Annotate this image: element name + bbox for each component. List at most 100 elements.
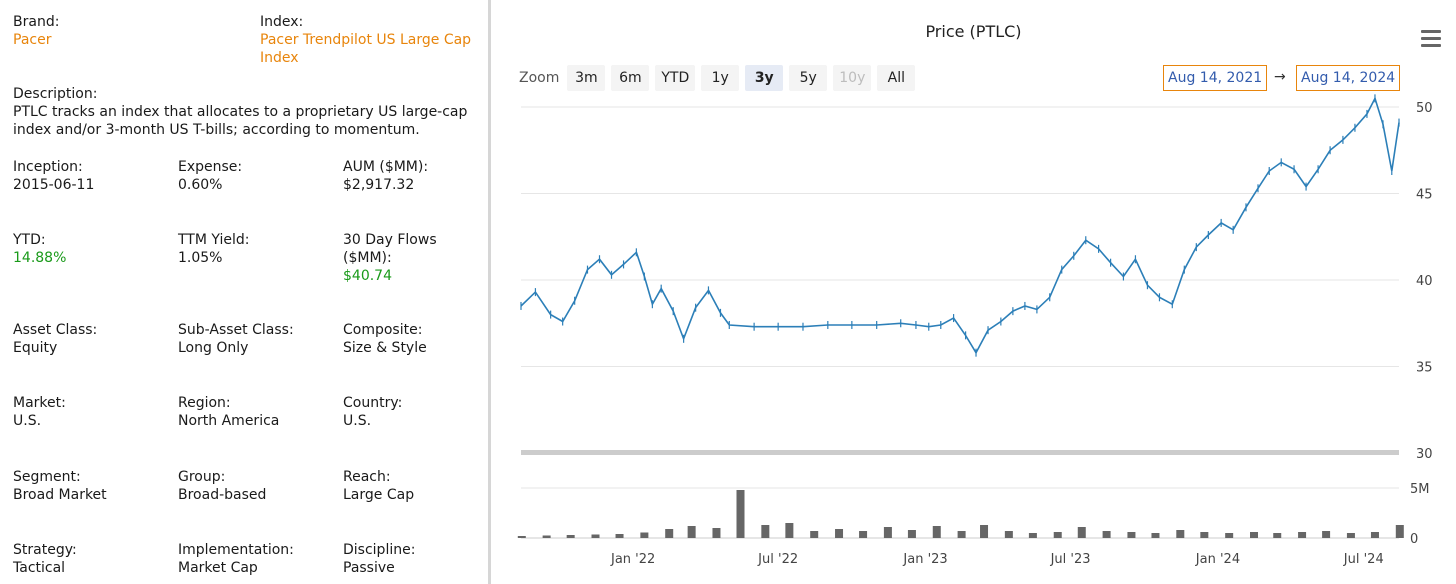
volume-bar (1200, 532, 1209, 538)
country-value: U.S. (343, 413, 372, 429)
index-field: Index: Pacer Trendpilot US Large Cap Ind… (260, 13, 471, 67)
zoom-3y-button[interactable]: 3y (745, 65, 784, 91)
volume-bar (517, 536, 526, 538)
group-value: Broad-based (178, 487, 267, 503)
segment-label: Segment: (13, 469, 81, 485)
volume-bar (1370, 532, 1379, 538)
x-tick-label: Jul '23 (1050, 552, 1091, 567)
discipline-label: Discipline: (343, 542, 416, 558)
strategy-field: Strategy: Tactical (13, 541, 77, 577)
reach-label: Reach: (343, 469, 391, 485)
brand-value[interactable]: Pacer (13, 32, 52, 48)
market-value: U.S. (13, 413, 42, 429)
date-range-arrow: → (1274, 69, 1286, 85)
market-field: Market: U.S. (13, 394, 66, 430)
volume-bar (1298, 532, 1307, 538)
sub-asset-class-field: Sub-Asset Class: Long Only (178, 321, 294, 357)
inception-label: Inception: (13, 159, 83, 175)
sub-asset-class-value: Long Only (178, 340, 249, 356)
inception-field: Inception: 2015-06-11 (13, 158, 94, 194)
asset-class-field: Asset Class: Equity (13, 321, 97, 357)
flows-label-line2: ($MM): (343, 250, 392, 266)
aum-value: $2,917.32 (343, 177, 415, 193)
from-date-input[interactable]: Aug 14, 2021 (1163, 65, 1268, 91)
panel-divider (488, 0, 491, 584)
brand-field: Brand: Pacer (13, 13, 59, 49)
group-field: Group: Broad-based (178, 468, 266, 504)
volume-bar (712, 528, 721, 538)
x-tick-label: Jan '23 (902, 552, 947, 567)
x-tick-label: Jan '22 (610, 552, 655, 567)
to-date-input[interactable]: Aug 14, 2024 (1296, 65, 1401, 91)
aum-field: AUM ($MM): $2,917.32 (343, 158, 428, 194)
composite-field: Composite: Size & Style (343, 321, 427, 357)
composite-label: Composite: (343, 322, 423, 338)
segment-field: Segment: Broad Market (13, 468, 107, 504)
inception-value: 2015-06-11 (13, 177, 95, 193)
x-tick-label: Jan '24 (1195, 552, 1240, 567)
volume-bar (1151, 533, 1160, 538)
volume-bar (883, 527, 892, 538)
zoom-ytd-button[interactable]: YTD (655, 65, 696, 91)
price-tick-label: 30 (1416, 447, 1433, 462)
volume-bar (1053, 532, 1062, 538)
reach-field: Reach: Large Cap (343, 468, 414, 504)
index-value-line2[interactable]: Index (260, 50, 299, 66)
volume-bar (859, 531, 868, 538)
description-field: Description: PTLC tracks an index that a… (13, 85, 467, 139)
zoom-6m-button[interactable]: 6m (611, 65, 650, 91)
zoom-3m-button[interactable]: 3m (567, 65, 606, 91)
country-field: Country: U.S. (343, 394, 402, 430)
flows-value: $40.74 (343, 268, 392, 284)
reach-value: Large Cap (343, 487, 415, 503)
aum-label: AUM ($MM): (343, 159, 429, 175)
region-field: Region: North America (178, 394, 279, 430)
country-label: Country: (343, 395, 403, 411)
x-tick-label: Jul '24 (1343, 552, 1384, 567)
volume-bar (835, 529, 844, 538)
ttm-yield-label: TTM Yield: (178, 232, 250, 248)
volume-bar (640, 532, 649, 538)
description-line2: index and/or 3-month US T-bills; accordi… (13, 122, 420, 138)
ytd-label: YTD: (13, 232, 46, 248)
strategy-value: Tactical (13, 560, 66, 576)
sub-asset-class-label: Sub-Asset Class: (178, 322, 294, 338)
volume-tick-label: 5M (1410, 482, 1430, 497)
ytd-value: 14.88% (13, 250, 67, 266)
volume-bar (1273, 533, 1282, 538)
region-label: Region: (178, 395, 231, 411)
fund-info-panel: Brand: Pacer Index: Pacer Trendpilot US … (0, 0, 488, 584)
zoom-1y-button[interactable]: 1y (701, 65, 740, 91)
expense-field: Expense: 0.60% (178, 158, 242, 194)
flows-field: 30 Day Flows ($MM): $40.74 (343, 231, 437, 285)
x-tick-label: Jul '22 (757, 552, 798, 567)
volume-bar (957, 531, 966, 538)
volume-bar (1346, 533, 1355, 538)
price-line (520, 96, 1400, 355)
zoom-all-button[interactable]: All (877, 65, 916, 91)
zoom-label: Zoom (519, 70, 560, 86)
asset-class-value: Equity (13, 340, 58, 356)
ytd-field: YTD: 14.88% (13, 231, 66, 267)
volume-bar (1395, 525, 1404, 538)
volume-bar (1176, 530, 1185, 538)
hamburger-menu-icon[interactable] (1421, 30, 1441, 48)
volume-bar (542, 535, 551, 538)
strategy-label: Strategy: (13, 542, 77, 558)
volume-bar (810, 531, 819, 538)
index-value-line1[interactable]: Pacer Trendpilot US Large Cap (260, 32, 472, 48)
volume-bar (761, 525, 770, 538)
market-label: Market: (13, 395, 66, 411)
volume-bar (785, 523, 794, 538)
zoom-controls: Zoom 3m 6m YTD 1y 3y 5y 10y All (519, 65, 921, 91)
volume-bar (665, 529, 674, 538)
group-label: Group: (178, 469, 226, 485)
volume-bar (932, 526, 941, 538)
chart-title: Price (PTLC) (925, 22, 1022, 41)
volume-bar (907, 530, 916, 538)
expense-label: Expense: (178, 159, 243, 175)
discipline-field: Discipline: Passive (343, 541, 415, 577)
volume-bar (1225, 533, 1234, 538)
implementation-field: Implementation: Market Cap (178, 541, 294, 577)
zoom-5y-button[interactable]: 5y (789, 65, 828, 91)
